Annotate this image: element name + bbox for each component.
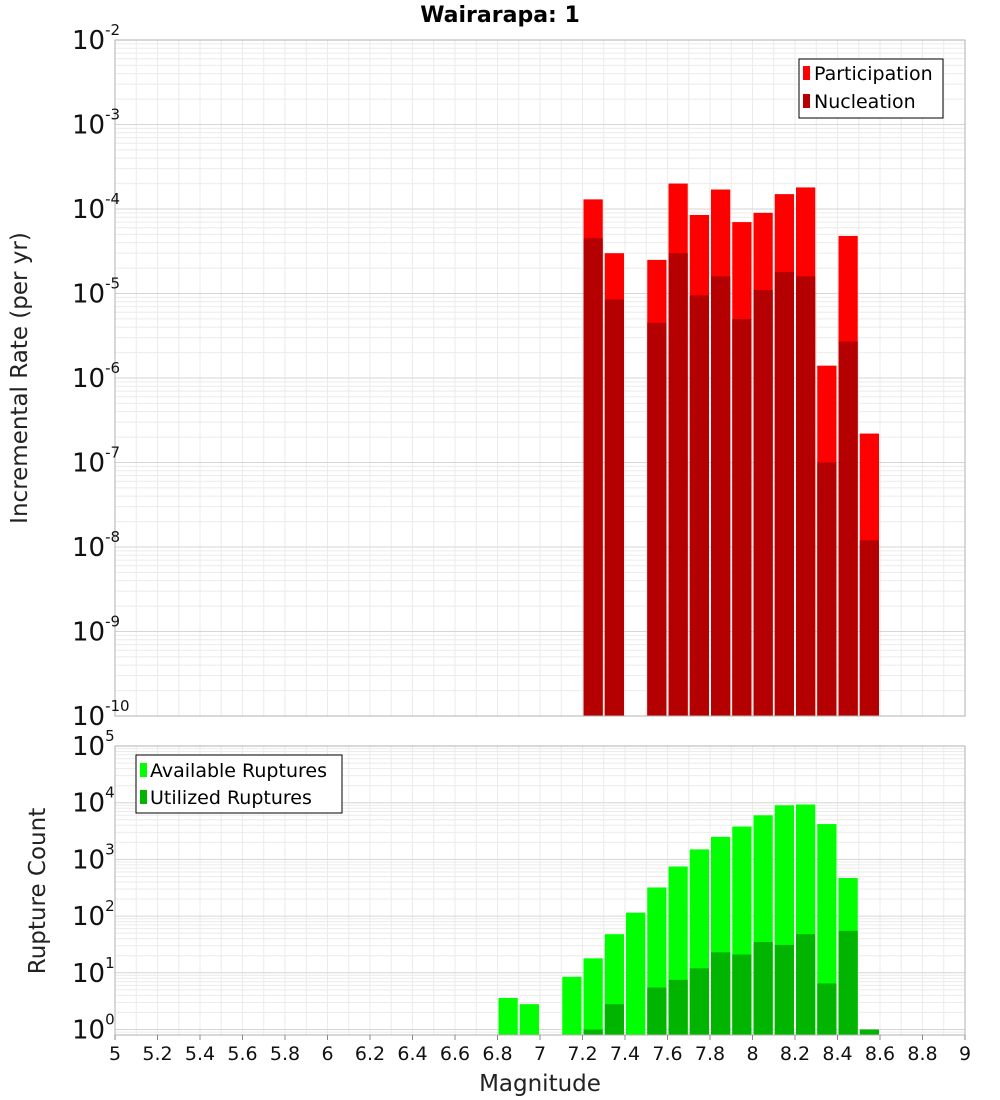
rate-y-tick-label: 10-5 <box>72 275 120 310</box>
count-a-bar <box>583 958 603 1035</box>
count-a-bar <box>498 997 518 1035</box>
x-tick-label: 7.8 <box>695 1043 725 1065</box>
x-tick-label: 6 <box>321 1043 333 1065</box>
count-b-bar <box>817 983 837 1035</box>
utilized-legend-swatch <box>140 790 147 804</box>
x-axis-ticks: 5 5.2 5.4 5.6 5.8 6 6.2 6.4 6.6 6.8 7 7.2 7.4 7.6 7.8 8… <box>109 1035 971 1065</box>
x-tick-label: 8.2 <box>780 1043 810 1065</box>
rate-y-ticks: 10-2 10-3 10-4 10-5 10-6 10-7 10-8 10-9 10-10 <box>72 21 130 732</box>
rate-b-bar <box>838 341 858 716</box>
rate-b-bar <box>753 290 773 716</box>
rate-b-bar <box>732 318 752 716</box>
count-b-bar <box>604 1004 624 1035</box>
count-b-bar <box>774 944 794 1035</box>
rate-b-bar <box>668 253 688 716</box>
count-b-bar <box>711 952 731 1035</box>
x-tick-label: 7.2 <box>567 1043 597 1065</box>
rate-panel: 10-2 10-3 10-4 10-5 10-6 10-7 10-8 10-9 10-10 In… <box>7 21 966 732</box>
rate-y-tick-label: 10-7 <box>72 444 120 479</box>
rate-b-bar <box>583 238 603 717</box>
available-legend-label: Available Ruptures <box>150 760 327 782</box>
x-tick-label: 5.6 <box>227 1043 257 1065</box>
nucleation-legend-label: Nucleation <box>814 91 916 113</box>
rate-legend: Participation Nucleation <box>798 58 944 119</box>
count-bars <box>498 804 879 1035</box>
count-y-ticks: 105 104 103 102 101 100 <box>72 727 115 1046</box>
rate-y-tick-label: 10-8 <box>72 528 120 563</box>
count-y-tick-label: 104 <box>72 784 115 819</box>
rate-b-bar <box>859 540 879 716</box>
count-b-bar <box>732 954 752 1035</box>
rate-b-bar <box>689 295 709 716</box>
count-b-bar <box>753 941 773 1035</box>
rate-y-tick-label: 10-10 <box>72 697 130 732</box>
x-tick-label: 8.4 <box>822 1043 852 1065</box>
rate-y-tick-label: 10-2 <box>72 21 120 56</box>
count-b-bar <box>583 1029 603 1035</box>
x-tick-label: 7 <box>534 1043 546 1065</box>
rate-b-bar <box>604 299 624 716</box>
x-tick-label: 8 <box>746 1043 758 1065</box>
x-axis-label: Magnitude <box>479 1071 601 1097</box>
x-tick-label: 8.6 <box>865 1043 895 1065</box>
rate-y-tick-label: 10-6 <box>72 359 120 394</box>
rate-grid <box>114 40 966 717</box>
x-tick-label: 5 <box>109 1043 121 1065</box>
x-tick-label: 5.8 <box>270 1043 300 1065</box>
rate-bars <box>583 183 879 717</box>
count-a-bar <box>626 912 646 1035</box>
count-b-bar <box>647 987 667 1035</box>
count-y-axis-label: Rupture Count <box>25 808 51 974</box>
count-panel: 105 104 103 102 101 100 Rupture Count 5 5.2 5.4… <box>25 727 971 1097</box>
rate-y-tick-label: 10-9 <box>72 613 120 648</box>
count-b-bar <box>796 934 816 1035</box>
x-tick-label: 7.6 <box>652 1043 682 1065</box>
count-y-tick-label: 103 <box>72 840 115 875</box>
x-tick-label: 8.8 <box>907 1043 937 1065</box>
rate-b-bar <box>796 276 816 716</box>
x-tick-label: 6.2 <box>355 1043 385 1065</box>
x-tick-label: 7.4 <box>610 1043 640 1065</box>
rate-legend-box <box>798 58 944 119</box>
count-y-tick-label: 100 <box>72 1011 115 1046</box>
nucleation-legend-swatch <box>803 94 810 108</box>
participation-legend-swatch <box>803 66 810 80</box>
x-tick-label: 6.8 <box>482 1043 512 1065</box>
count-legend-box <box>135 754 343 814</box>
count-y-tick-label: 101 <box>72 954 115 989</box>
rate-b-bar <box>647 322 667 716</box>
x-tick-label: 5.2 <box>142 1043 172 1065</box>
count-y-tick-label: 105 <box>72 727 115 762</box>
x-tick-label: 5.4 <box>185 1043 215 1065</box>
rate-plot-frame <box>114 39 966 717</box>
utilized-legend-label: Utilized Ruptures <box>150 787 312 809</box>
rate-b-bar <box>817 462 837 716</box>
x-tick-label: 6.4 <box>397 1043 427 1065</box>
rate-y-axis-label: Incremental Rate (per yr) <box>7 232 33 524</box>
rate-y-tick-label: 10-4 <box>72 190 120 225</box>
count-a-bar <box>562 976 582 1035</box>
x-tick-label: 9 <box>959 1043 971 1065</box>
available-legend-swatch <box>140 763 147 777</box>
count-b-bar <box>689 968 709 1035</box>
participation-legend-label: Participation <box>814 63 933 85</box>
rate-y-tick-label: 10-3 <box>72 106 120 141</box>
count-b-bar <box>859 1029 879 1035</box>
count-a-bar <box>817 824 837 1035</box>
count-b-bar <box>838 930 858 1035</box>
count-b-bar <box>668 979 688 1035</box>
chart-title: Wairarapa: 1 <box>420 3 580 28</box>
x-tick-label: 6.6 <box>440 1043 470 1065</box>
count-legend: Available Ruptures Utilized Ruptures <box>135 754 343 814</box>
count-a-bar <box>519 1004 539 1035</box>
count-y-tick-label: 102 <box>72 897 115 932</box>
rate-b-bar <box>774 271 794 716</box>
rate-b-bar <box>711 276 731 716</box>
